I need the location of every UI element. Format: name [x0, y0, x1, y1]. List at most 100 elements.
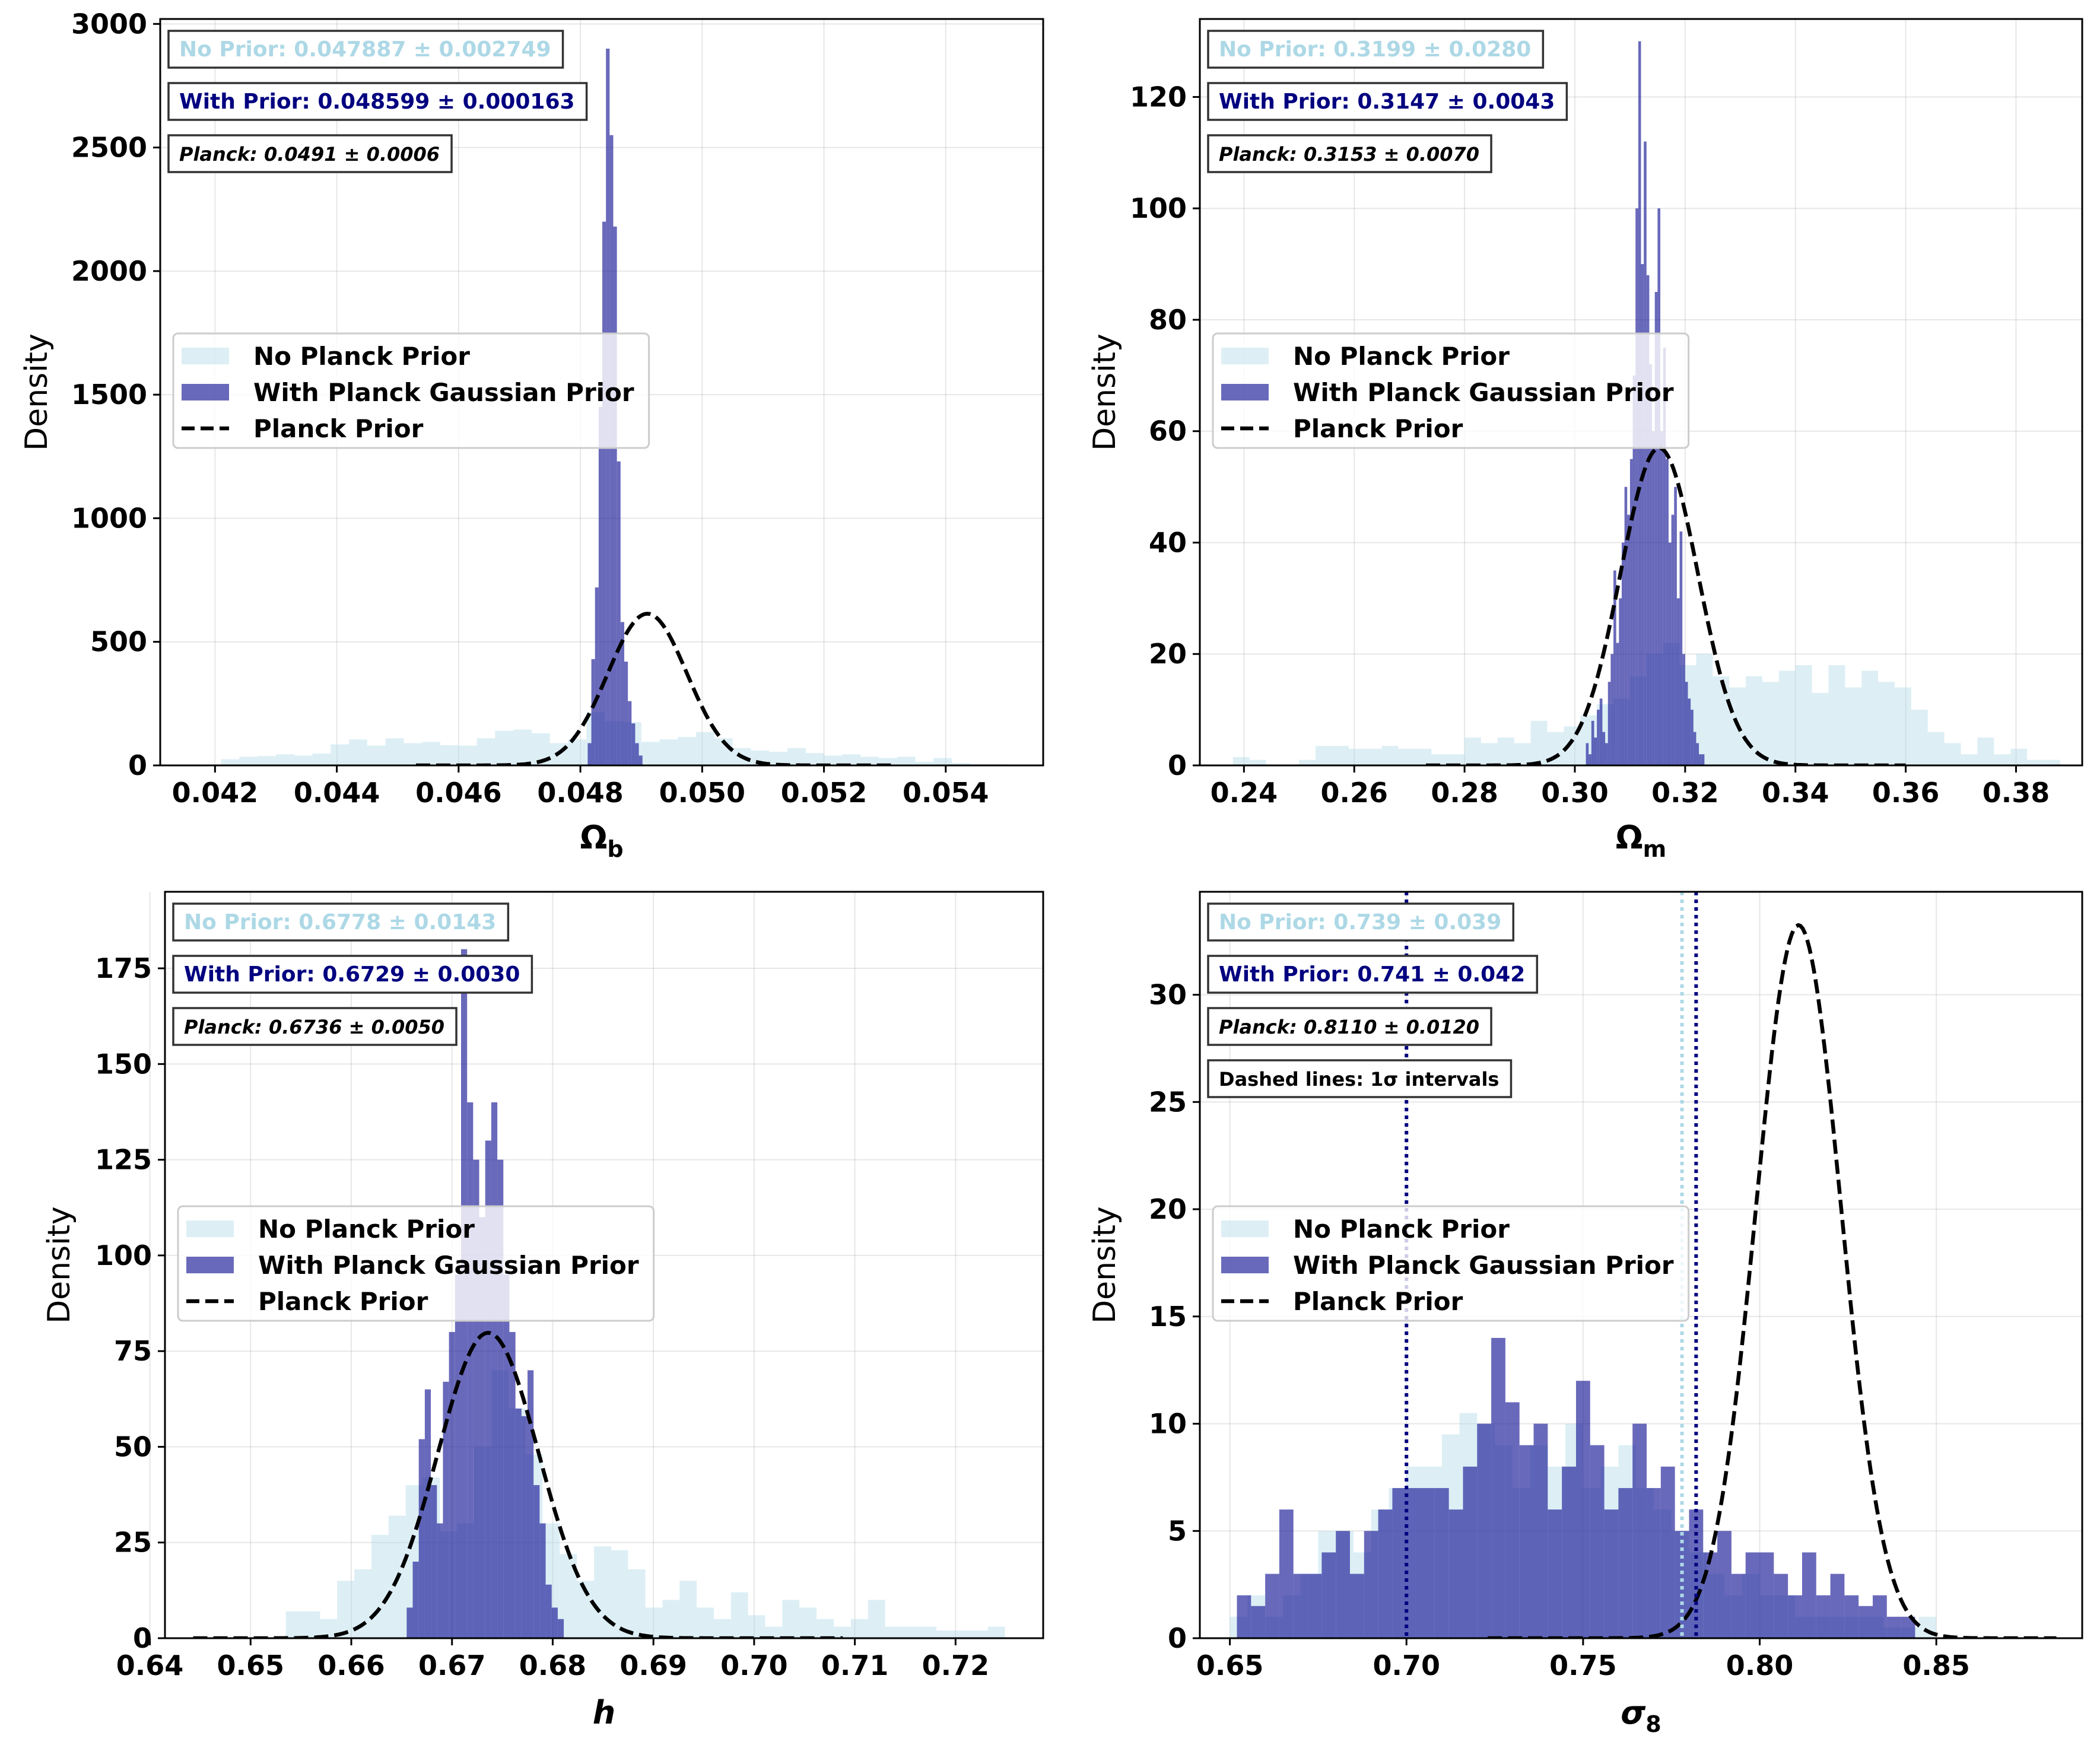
with-prior-hist-bar: [1666, 459, 1669, 765]
stat-box-frame: [1207, 902, 1515, 942]
axes-frame: [1199, 18, 2083, 767]
no-prior-hist-bar: [422, 742, 441, 765]
x-tick-label: 0.28: [1431, 777, 1498, 809]
with-prior-hist-bar: [1731, 1574, 1746, 1638]
no-prior-hist-bar: [730, 1592, 748, 1638]
no-prior-hist-bar: [1415, 748, 1432, 765]
with-prior-hist-bar: [473, 1159, 479, 1638]
stat-box-note: Dashed lines: 1σ intervals: [1207, 1059, 1513, 1098]
no-prior-hist-bar: [221, 759, 240, 765]
legend: No Planck Prior With Planck Gaussian Prio…: [1212, 332, 1690, 449]
stat-box-text: No Prior: 0.6778 ± 0.0143: [184, 910, 496, 935]
with-prior-hist-bar: [1627, 514, 1630, 765]
y-axis-label: Density: [42, 1206, 77, 1324]
legend-frame: [177, 1205, 655, 1322]
no-prior-hist-bar: [1365, 748, 1382, 765]
y-tick-label: 3000: [71, 8, 147, 40]
tick-labels: 0.64 0.65 0.66 0.67 0.68 0.69 0.70 0.71 0.72 0 25 5…: [95, 952, 989, 1682]
with-prior-hist-bar: [485, 1140, 491, 1638]
legend: No Planck Prior With Planck Gaussian Prio…: [177, 1205, 655, 1322]
y-tick-label: 20: [1149, 1193, 1187, 1225]
x-tick-label: 0.65: [217, 1649, 285, 1682]
no-prior-hist-bar: [1332, 746, 1349, 765]
no-prior-hist-bar: [1828, 665, 1845, 765]
legend-label: Planck Prior: [1293, 414, 1463, 443]
with-prior-hist-bar: [1646, 275, 1650, 765]
with-prior-hist-bar: [1604, 1509, 1619, 1638]
with-prior-hist-bar: [1591, 720, 1594, 765]
with-prior-hist-bar: [1652, 431, 1655, 765]
with-prior-hist-bar: [1349, 1574, 1364, 1638]
with-prior-hist-bar: [497, 1159, 504, 1638]
stat-box-planck-text: Planck: 0.0491 ± 0.0006: [167, 134, 453, 173]
x-tick-label: 0.70: [720, 1649, 788, 1682]
x-tick-label: 0.69: [619, 1649, 687, 1682]
no-prior-hist-bar: [1911, 710, 1928, 765]
y-tick-label: 0: [128, 749, 147, 781]
with-prior-hist-bar: [521, 1416, 528, 1638]
with-prior-hist-bar: [1619, 598, 1622, 765]
no-prior-hist-bar: [1713, 676, 1730, 765]
no-prior-hist-bar: [824, 755, 843, 765]
no-prior-hist-bar: [1878, 682, 1895, 765]
x-axis-label-subscript: m: [1643, 836, 1667, 862]
x-axis-label-subscript: b: [607, 836, 623, 862]
with-prior-hist-bar: [1533, 1423, 1548, 1638]
legend-item-with-prior: With Planck Gaussian Prior: [182, 378, 634, 407]
no-prior-hist-bar: [458, 745, 477, 765]
with-prior-hist-bar: [1688, 698, 1691, 765]
with-prior-hist-bar: [638, 755, 643, 765]
no-prior-hist-bar: [1762, 682, 1779, 765]
no-prior-hist-bar: [952, 762, 970, 765]
with-prior-hist-bar: [1463, 1466, 1478, 1638]
x-tick-label: 0.050: [659, 777, 746, 809]
legend-swatch: [1221, 348, 1269, 364]
no-prior-hist-bar: [239, 757, 258, 765]
with-prior-hist-bar: [1745, 1552, 1760, 1638]
x-tick-label: 0.26: [1320, 777, 1388, 809]
y-tick-label: 5: [1168, 1515, 1187, 1547]
y-tick-label: 1000: [71, 502, 147, 534]
with-prior-hist-bar: [1629, 459, 1633, 765]
with-prior-hist-bar: [1858, 1606, 1873, 1638]
y-tick-label: 175: [95, 952, 152, 984]
stat-box-with-prior-text: With Prior: 0.048599 ± 0.000163: [167, 82, 588, 121]
y-tick-label: 2500: [71, 132, 147, 164]
x-axis-label: h: [593, 1694, 615, 1731]
with-prior-hist-bar: [455, 1274, 461, 1638]
with-prior-hist-bar: [624, 662, 628, 765]
with-prior-hist-bar: [1406, 1487, 1421, 1638]
no-prior-hist-bar: [385, 738, 404, 765]
with-prior-hist-bar: [1679, 531, 1683, 765]
with-prior-hist-bar: [1237, 1595, 1251, 1638]
legend-label: No Planck Prior: [253, 342, 470, 371]
no-prior-hist-bar: [1348, 748, 1365, 765]
no-prior-hist-bar: [765, 1626, 783, 1638]
stat-box-text: Planck: 0.8110 ± 0.0120: [1219, 1016, 1479, 1038]
no-prior-hist-bar: [1746, 676, 1762, 765]
x-tick-label: 0.68: [519, 1649, 587, 1682]
y-tick-label: 500: [90, 626, 147, 658]
no-prior-hist-bar: [1299, 759, 1316, 765]
planck-prior-curve: [1488, 923, 2057, 1638]
y-tick-label: 100: [1130, 192, 1187, 224]
x-axis-label: σ8: [1621, 1694, 1661, 1737]
stat-box-text: No Prior: 0.047887 ± 0.002749: [179, 37, 551, 62]
y-tick-label: 150: [95, 1048, 152, 1080]
with-prior-hist-bar: [1886, 1616, 1901, 1638]
legend-item-planck: Planck Prior: [1221, 1287, 1463, 1316]
no-prior-hist-bar: [312, 754, 331, 765]
no-prior-hist-bar: [679, 1581, 697, 1638]
ticks: [1193, 96, 2017, 773]
no-prior-hist-bar: [1778, 670, 1796, 765]
with-prior-hist-bar: [1641, 264, 1644, 765]
with-prior-hist-bar: [503, 1274, 510, 1638]
with-prior-hist-bar: [1759, 1552, 1774, 1638]
stat-box-frame: [172, 902, 510, 942]
with-prior-hist-bar: [1901, 1616, 1915, 1638]
stat-box-frame: [1207, 1059, 1513, 1098]
with-prior-hist-bar: [1605, 743, 1608, 765]
with-prior-hist-bar: [1616, 643, 1619, 765]
with-prior-hist-bar: [1586, 743, 1589, 765]
subplot-4: 0.65 0.70 0.75 0.80 0.85 0 5 10 15 20 25 30 Density σ…: [1087, 891, 2083, 1737]
